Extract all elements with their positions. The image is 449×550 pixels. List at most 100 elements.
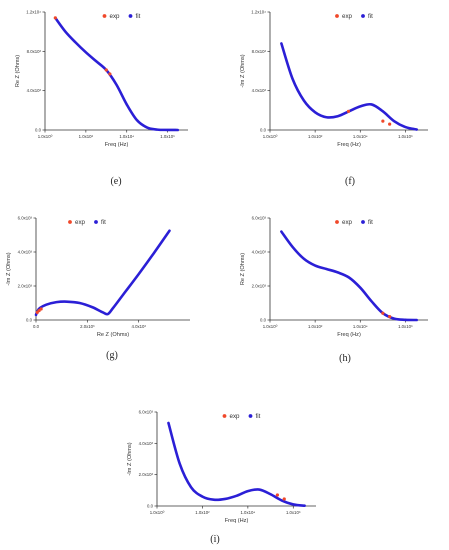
y-tick-label-f: 1.2x10⁴	[251, 10, 266, 15]
x-tick-label-h: 1.0x10⁶	[398, 324, 413, 329]
y-tick-label-i: 4.0x10³	[139, 441, 154, 446]
x-tick-label-e: 1.0x10⁴	[119, 134, 134, 139]
exp-data-point-f	[346, 109, 351, 113]
y-tick-label-e: 4.0x10³	[27, 88, 42, 93]
x-axis-label-h: Freq (Hz)	[337, 332, 361, 338]
y-tick-label-g: 2.0x10³	[18, 284, 33, 289]
x-axis-label-e: Freq (Hz)	[105, 142, 129, 148]
y-tick-label-h: 6.0x10³	[252, 216, 267, 221]
y-tick-label-f: 8.0x10³	[252, 49, 267, 54]
y-tick-label-g: 6.0x10³	[18, 216, 33, 221]
y-axis-label-g: -Im Z (Ohms)	[6, 252, 12, 285]
legend-marker-exp-f	[335, 14, 339, 18]
caption-e: (e)	[110, 176, 122, 187]
exp-data-point-h	[388, 315, 392, 319]
legend-marker-exp-i	[222, 414, 227, 418]
x-tick-label-f: 1.0x10⁴	[353, 134, 368, 139]
legend-label-fit-h: fit	[368, 219, 373, 226]
legend-marker-fit-i	[248, 414, 253, 418]
y-axis-label-i: -Im Z (Ohms)	[127, 442, 133, 475]
legend-marker-exp-h	[335, 220, 339, 224]
legend-marker-exp-e	[102, 14, 107, 18]
x-tick-label-e: 1.0x10⁰	[38, 134, 53, 139]
exp-data-point-f	[381, 119, 385, 123]
x-axis-label-g: Re Z (Ohms)	[97, 332, 129, 338]
legend-marker-fit-g	[94, 220, 98, 224]
x-tick-label-g: 0.0	[33, 324, 40, 329]
legend-label-exp-i: exp	[230, 413, 241, 420]
panel-g: 0.0 2.0x10³ 4.0x10³ 0.0 2.0x10³ 4.0x10³ 6.0x10…	[0, 190, 225, 350]
legend-label-exp-e: exp	[110, 13, 121, 20]
x-tick-label-i: 1.0x10²	[195, 510, 210, 515]
legend-marker-fit-f	[361, 14, 365, 18]
caption-f: (f)	[345, 176, 355, 187]
exp-data-point-i	[275, 493, 280, 497]
x-tick-label-e: 1.0x10²	[79, 134, 94, 139]
y-tick-label-h: 2.0x10³	[252, 284, 267, 289]
exp-data-point-e	[108, 72, 112, 76]
fit-series-line-h	[280, 230, 419, 322]
legend-label-fit-f: fit	[368, 13, 373, 20]
exp-data-point-h	[381, 311, 385, 315]
y-tick-label-f: 0.0	[260, 128, 267, 133]
panel-h: 1.0x10⁰ 1.0x10² 1.0x10⁴ 1.0x10⁶ 0.0 2.0x10³ 4.…	[225, 190, 449, 350]
x-tick-label-g: 2.0x10³	[80, 324, 95, 329]
y-tick-label-e: 0.0	[35, 128, 42, 133]
x-axis-label-f: Freq (Hz)	[337, 142, 361, 148]
fit-series-line-g	[34, 229, 171, 317]
legend-label-exp-g: exp	[75, 219, 86, 226]
chart-e: 1.0x10⁰ 1.0x10² 1.0x10⁴ 1.0x10⁶ 0.0 4.0x10³ 8.…	[15, 10, 188, 148]
fit-series-line-i	[167, 421, 306, 507]
x-tick-label-f: 1.0x10⁰	[263, 134, 278, 139]
exp-data-point-e	[104, 68, 108, 72]
x-tick-label-f: 1.0x10²	[308, 134, 323, 139]
panel-f: 1.0x10⁰ 1.0x10² 1.0x10⁴ 1.0x10⁶ 0.0 4.0x10³ 8.…	[225, 0, 449, 175]
legend-label-fit-e: fit	[136, 13, 141, 20]
y-axis-label-h: Re Z (Ohms)	[240, 253, 246, 285]
x-tick-label-f: 1.0x10⁶	[398, 134, 413, 139]
y-tick-label-i: 0.0	[147, 504, 154, 509]
y-tick-label-i: 2.0x10³	[139, 472, 154, 477]
x-tick-label-i: 1.0x10⁰	[150, 510, 165, 515]
y-tick-label-f: 4.0x10³	[252, 88, 267, 93]
x-tick-label-h: 1.0x10⁰	[263, 324, 278, 329]
fit-series-line-f	[280, 42, 419, 131]
caption-g: (g)	[106, 350, 118, 361]
y-tick-label-h: 4.0x10³	[252, 250, 267, 255]
y-tick-label-h: 0.0	[260, 318, 267, 323]
x-tick-label-e: 1.0x10⁶	[160, 134, 175, 139]
exp-data-point-f	[388, 122, 392, 126]
x-axis-label-i: Freq (Hz)	[225, 518, 249, 524]
panel-i: 1.0x10⁰ 1.0x10² 1.0x10⁴ 1.0x10⁶ 0.0 2.0x10³ 4.…	[112, 400, 336, 532]
caption-i: (i)	[210, 534, 220, 545]
legend-label-exp-f: exp	[342, 13, 353, 20]
legend-label-fit-i: fit	[256, 413, 261, 420]
x-tick-label-i: 1.0x10⁴	[240, 510, 255, 515]
chart-i: 1.0x10⁰ 1.0x10² 1.0x10⁴ 1.0x10⁶ 0.0 2.0x10³ 4.…	[127, 410, 316, 524]
legend-marker-fit-h	[361, 220, 365, 224]
x-tick-label-h: 1.0x10⁴	[353, 324, 368, 329]
x-tick-label-g: 4.0x10³	[131, 324, 146, 329]
x-tick-label-h: 1.0x10²	[308, 324, 323, 329]
exp-data-point-e	[53, 16, 57, 20]
y-tick-label-g: 4.0x10³	[18, 250, 33, 255]
exp-data-point-i	[282, 497, 286, 501]
exp-data-point-g	[39, 307, 43, 311]
y-axis-label-e: Re Z (Ohms)	[15, 55, 21, 87]
legend-label-exp-h: exp	[342, 219, 353, 226]
chart-h: 1.0x10⁰ 1.0x10² 1.0x10⁴ 1.0x10⁶ 0.0 2.0x10³ 4.…	[240, 216, 428, 338]
chart-g: 0.0 2.0x10³ 4.0x10³ 0.0 2.0x10³ 4.0x10³ 6.0x10…	[6, 216, 190, 338]
fit-series-line-e	[54, 16, 180, 132]
legend-marker-exp-g	[68, 220, 72, 224]
x-tick-label-i: 1.0x10⁶	[286, 510, 301, 515]
legend-label-fit-g: fit	[101, 219, 106, 226]
y-tick-label-g: 0.0	[26, 318, 33, 323]
legend-marker-fit-e	[128, 14, 133, 18]
chart-f: 1.0x10⁰ 1.0x10² 1.0x10⁴ 1.0x10⁶ 0.0 4.0x10³ 8.…	[240, 10, 428, 148]
y-tick-label-e: 8.0x10³	[27, 49, 42, 54]
caption-h: (h)	[339, 353, 351, 364]
y-axis-label-f: -Im Z (Ohms)	[240, 54, 246, 87]
panel-e: 1.0x10⁰ 1.0x10² 1.0x10⁴ 1.0x10⁶ 0.0 4.0x10³ 8.…	[0, 0, 225, 175]
y-tick-label-i: 6.0x10³	[139, 410, 154, 415]
y-tick-label-e: 1.2x10⁴	[26, 10, 41, 15]
